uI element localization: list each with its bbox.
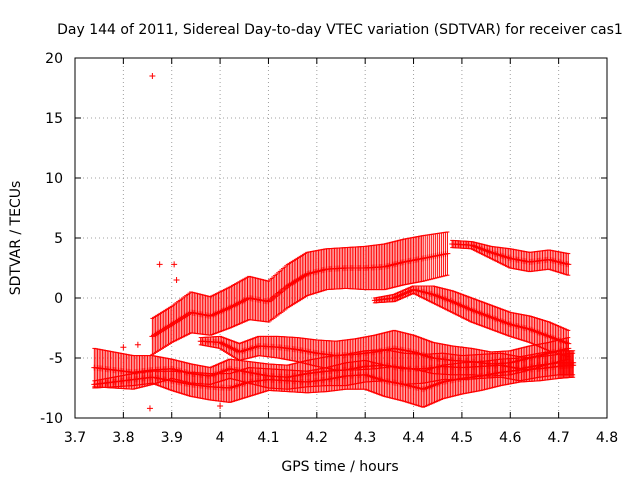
- data-point-track-upper: [236, 281, 243, 325]
- data-point-track-upper: [212, 293, 219, 334]
- data-point-track-descending: [475, 299, 482, 325]
- data-point-track-upper: [170, 304, 177, 343]
- data-point-track-descending: [478, 301, 485, 327]
- data-marks: [91, 73, 577, 412]
- data-point-track-descending: [489, 305, 496, 331]
- data-point-track-descending: [468, 297, 475, 323]
- data-point-track-upper-late: [565, 253, 572, 276]
- data-point-track-descending: [462, 295, 469, 320]
- data-point-track-upper: [157, 312, 164, 350]
- data-point-track-descending: [505, 311, 512, 337]
- data-point-track-upper: [178, 298, 185, 339]
- data-point-track-upper: [271, 275, 278, 318]
- data-point-track-upper: [289, 260, 296, 306]
- data-point-track-descending: [466, 296, 473, 322]
- data-point-track-upper: [152, 315, 159, 353]
- data-point-track-upper: [444, 231, 451, 276]
- plus-marker: [565, 261, 572, 268]
- data-point-track-upper: [168, 305, 175, 343]
- plus-marker: [444, 250, 451, 257]
- data-point-track-upper: [167, 306, 174, 344]
